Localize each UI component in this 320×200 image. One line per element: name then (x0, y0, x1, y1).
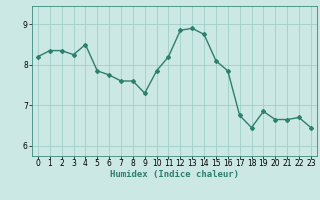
X-axis label: Humidex (Indice chaleur): Humidex (Indice chaleur) (110, 170, 239, 179)
